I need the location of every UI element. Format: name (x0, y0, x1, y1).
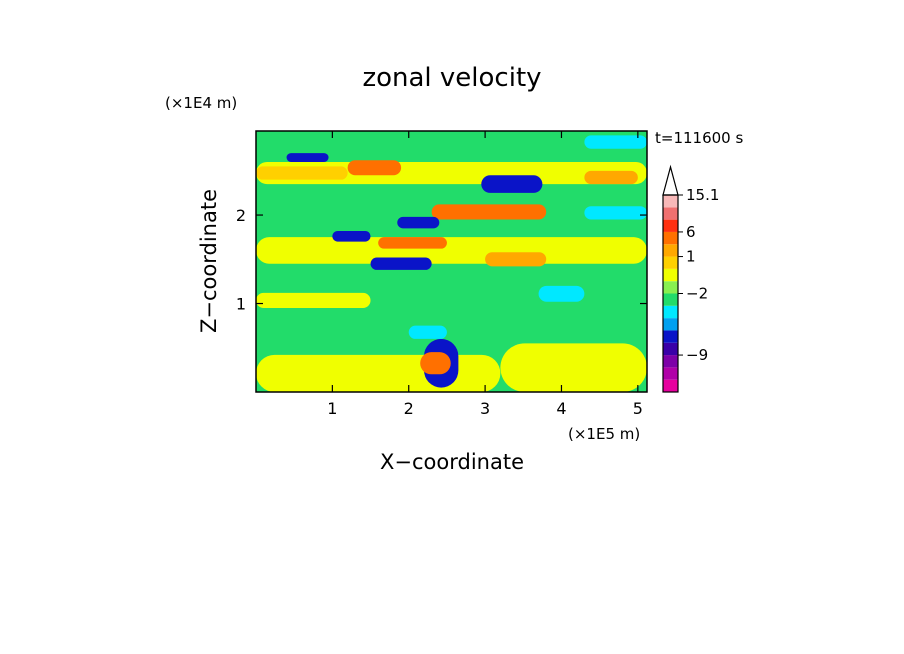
colorbar-level (663, 379, 678, 392)
x-tick-label: 4 (556, 399, 566, 418)
y-axis-label: Z−coordinate (197, 189, 221, 333)
colorbar-level (663, 330, 678, 343)
colorbar-tick-label: −9 (686, 346, 708, 364)
contour-region (584, 135, 647, 149)
colorbar-level (663, 256, 678, 269)
x-scale-label: (×1E5 m) (568, 425, 640, 443)
contour-region (408, 325, 447, 339)
y-scale-label: (×1E4 m) (165, 94, 237, 112)
contour-region (500, 343, 647, 392)
contour-region (481, 175, 543, 193)
contour-region (347, 160, 402, 176)
chart-title: zonal velocity (362, 63, 541, 93)
contour-region (256, 354, 501, 392)
colorbar-level (663, 195, 678, 208)
x-tick-label: 5 (633, 399, 643, 418)
colorbar-level (663, 268, 678, 282)
colorbar-tick-label: 15.1 (686, 186, 719, 204)
y-tick-label: 2 (236, 206, 246, 225)
colorbar-level (663, 281, 678, 294)
colorbar-level (663, 342, 678, 356)
contour-region (538, 285, 585, 302)
x-axis-label: X−coordinate (380, 450, 524, 474)
colorbar-level (663, 318, 678, 331)
contour-region (397, 216, 440, 229)
colorbar-level (663, 231, 678, 245)
x-tick-label: 2 (404, 399, 414, 418)
colorbar: 15.1 6 1 −2 −9 (662, 164, 719, 393)
contour-region (332, 230, 371, 242)
contour-region (256, 166, 348, 180)
contour-region (431, 204, 547, 220)
colorbar-tick-label: 1 (686, 248, 696, 266)
colorbar-level (663, 355, 678, 368)
colorbar-level (663, 244, 678, 257)
colorbar-extension (662, 164, 679, 196)
x-tick-label: 3 (480, 399, 490, 418)
contour-region (584, 170, 638, 185)
contour-field (256, 131, 647, 392)
colorbar-level (663, 293, 678, 306)
contour-region (485, 252, 547, 267)
plot-frame (255, 130, 648, 393)
x-tick-label: 1 (327, 399, 337, 418)
axes: 1 2 3 4 5 1 2 (236, 130, 648, 418)
contour-region (256, 292, 371, 308)
contour-region (378, 237, 447, 249)
contour-region (286, 153, 329, 162)
contour-region (256, 237, 647, 264)
contour-region (584, 206, 647, 220)
contour-region (370, 257, 432, 270)
time-label: t=111600 s (655, 129, 743, 147)
colorbar-level (663, 305, 678, 319)
colorbar-tick-label: −2 (686, 285, 708, 303)
colorbar-tick-label: 6 (686, 223, 696, 241)
contour-region (420, 352, 451, 375)
colorbar-level (663, 207, 678, 220)
colorbar-level (663, 367, 678, 380)
y-tick-label: 1 (236, 295, 246, 314)
colorbar-level (663, 219, 678, 232)
